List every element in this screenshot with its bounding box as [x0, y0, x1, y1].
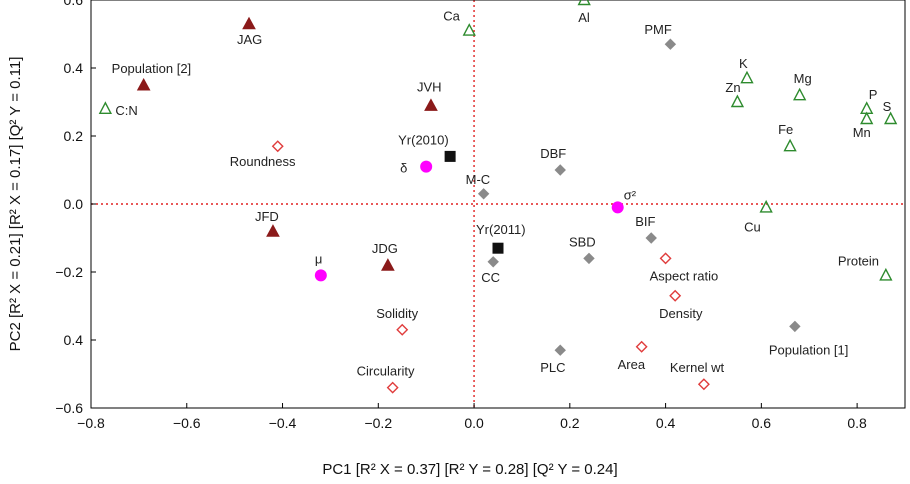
point-population-2-label: Population [2] — [112, 61, 192, 76]
point-mn-marker — [860, 111, 874, 125]
y-axis-label: PC2 [R² X = 0.21] [R² X = 0.17] [Q² Y = … — [7, 57, 24, 352]
point-jag-marker — [242, 16, 256, 30]
y-tick-label: −0.6 — [55, 400, 83, 416]
point-roundness-marker — [271, 140, 284, 153]
point-jvh-marker — [424, 98, 438, 111]
point-kernel-wt-marker — [697, 378, 710, 391]
point-yr-2011-marker — [492, 242, 504, 254]
point-k-marker — [740, 70, 754, 84]
point-population-1-label: Population [1] — [769, 342, 849, 357]
reference-lines — [91, 0, 905, 408]
point-aspect-ratio-label: Aspect ratio — [650, 268, 719, 283]
point-kernel-wt-label: Kernel wt — [670, 360, 725, 375]
x-tick-label: 0.4 — [656, 415, 676, 431]
point-jvh-label: JVH — [417, 79, 442, 94]
point-c-n-label: C:N — [115, 103, 137, 118]
data-points: JAG Population [2] JVH JFD JDG Roundness Aspec… — [98, 0, 898, 394]
point-circularity-marker — [386, 381, 399, 394]
point-population-1-marker — [789, 320, 801, 333]
point-item-marker — [420, 160, 433, 173]
point-roundness-label: Roundness — [230, 154, 296, 169]
point-dbf-marker — [554, 164, 566, 176]
point-density-marker — [669, 289, 682, 302]
point-mg-marker — [793, 87, 807, 101]
point-yr-2010-label: Yr(2010) — [398, 132, 449, 147]
x-tick-label: −0.6 — [173, 415, 201, 431]
point-fe-label: Fe — [778, 122, 793, 137]
point-protein-label: Protein — [838, 253, 879, 268]
x-tick-label: 0.8 — [847, 415, 867, 431]
point-ca-label: Ca — [443, 9, 460, 24]
y-tick-label: 0.4 — [64, 60, 84, 76]
point-yr-2010-marker — [444, 150, 456, 162]
point-al-marker — [577, 0, 591, 6]
point-mg-label: Mg — [794, 71, 812, 86]
point-p-label: P — [869, 87, 878, 102]
x-axis-label: PC1 [R² X = 0.37] [R² Y = 0.28] [Q² Y = … — [322, 461, 617, 478]
x-tick-label: 0.6 — [752, 415, 772, 431]
point-aspect-ratio-marker — [659, 252, 672, 265]
point-k-label: K — [739, 56, 748, 71]
point-cc-label: CC — [481, 270, 500, 285]
point-s-marker — [883, 111, 898, 125]
x-tick-label: 0.2 — [560, 415, 580, 431]
point-m-c-label: M-C — [466, 172, 491, 187]
point-jfd-marker — [266, 224, 280, 237]
y-tick-label: 0.0 — [64, 196, 84, 212]
x-tick-label: −0.4 — [269, 415, 297, 431]
point-sbd-marker — [583, 252, 595, 265]
point-dbf-label: DBF — [540, 146, 566, 161]
point-plc-marker — [554, 344, 566, 356]
point-fe-marker — [783, 138, 797, 152]
point-item-label: σ² — [624, 187, 637, 202]
point-solidity-marker — [396, 323, 409, 336]
point-jdg-label: JDG — [372, 241, 398, 256]
point-solidity-label: Solidity — [376, 306, 418, 321]
point-jfd-label: JFD — [255, 209, 279, 224]
point-bif-marker — [645, 232, 657, 244]
point-population-2-marker — [136, 77, 151, 91]
y-axis-ticks: 0.6 0.4 0.2 0.0 −0.2 0.4 −0.6 — [55, 0, 96, 416]
x-tick-label: −0.8 — [77, 415, 105, 431]
point-sbd-label: SBD — [569, 234, 596, 249]
point-protein-marker — [879, 267, 893, 281]
point-pmf-marker — [664, 38, 677, 50]
point-bif-label: BIF — [635, 214, 655, 229]
point-jdg-marker — [381, 258, 395, 271]
point-plc-label: PLC — [540, 360, 565, 375]
point-item-label: δ — [400, 161, 407, 176]
point-circularity-label: Circularity — [357, 364, 415, 379]
x-tick-label: −0.2 — [364, 415, 392, 431]
point-cu-marker — [759, 199, 773, 213]
x-axis-ticks: −0.8 −0.6 −0.4 −0.2 0.0 0.2 0.4 0.6 0.8 — [77, 403, 867, 431]
point-c-n-marker — [98, 101, 113, 115]
point-zn-marker — [730, 94, 745, 108]
y-tick-label: 0.2 — [64, 128, 84, 144]
point-yr-2011-label: Yr(2011) — [476, 222, 526, 237]
point-m-c-marker — [477, 188, 490, 200]
point-density-label: Density — [659, 306, 703, 321]
point-jag-label: JAG — [237, 32, 262, 47]
point-cc-marker — [487, 256, 499, 268]
point-item-label: μ — [315, 251, 323, 266]
point-zn-label: Zn — [725, 80, 740, 95]
point-item-marker — [314, 269, 327, 282]
y-tick-label: −0.2 — [55, 264, 83, 280]
y-tick-label: 0.4 — [64, 332, 84, 348]
x-tick-label: 0.0 — [464, 415, 484, 431]
point-area-label: Area — [618, 357, 646, 372]
point-ca-marker — [462, 23, 476, 36]
point-mn-label: Mn — [853, 125, 871, 140]
point-area-marker — [635, 340, 648, 353]
point-s-label: S — [883, 99, 892, 114]
y-tick-label: 0.6 — [64, 0, 84, 8]
point-pmf-label: PMF — [644, 22, 672, 37]
point-item-marker — [611, 201, 624, 214]
point-al-label: Al — [578, 10, 590, 25]
point-cu-label: Cu — [744, 219, 761, 234]
